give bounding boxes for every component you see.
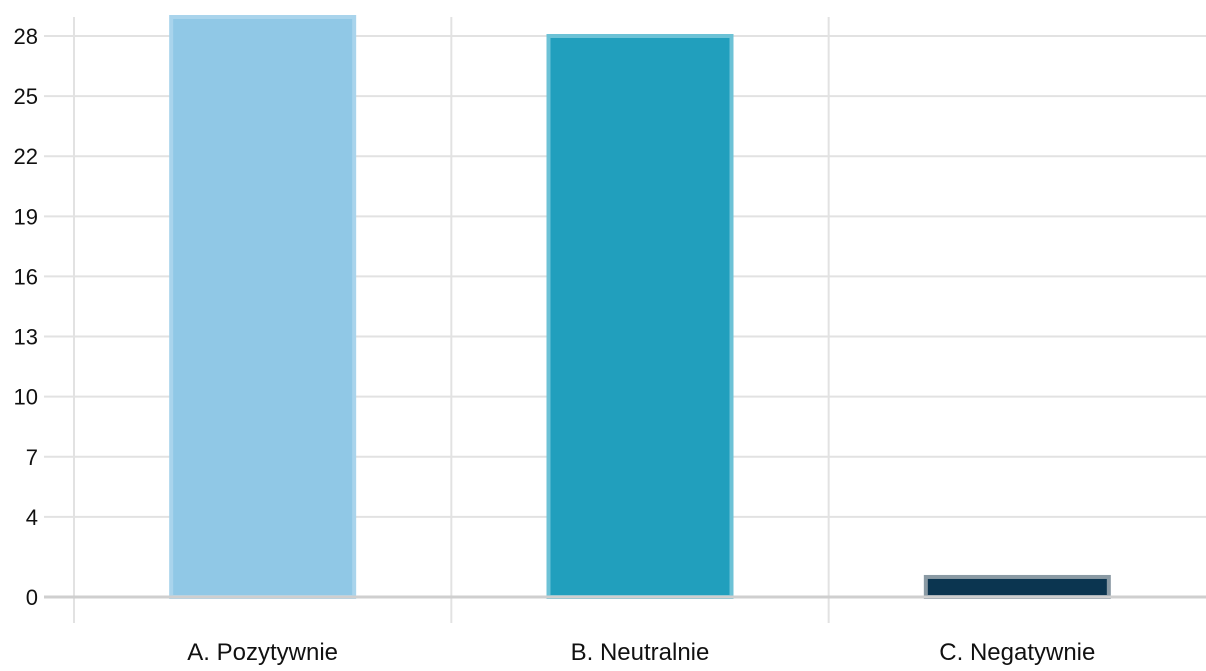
y-tick-label: 28 <box>14 24 38 49</box>
bars <box>169 15 1111 600</box>
y-tick-label: 4 <box>26 505 38 530</box>
y-tick-label: 16 <box>14 264 38 289</box>
x-category-label: B. Neutralnie <box>571 639 710 666</box>
bar[interactable] <box>169 15 357 599</box>
bar[interactable] <box>923 574 1111 600</box>
y-tick-label: 25 <box>14 84 38 109</box>
y-tick-label: 13 <box>14 325 38 350</box>
y-tick-label: 10 <box>14 385 38 410</box>
y-tick-label: 0 <box>26 585 38 610</box>
y-tick-label: 22 <box>14 144 38 169</box>
x-category-label: C. Negatywnie <box>939 639 1095 666</box>
y-tick-label: 19 <box>14 204 38 229</box>
bar[interactable] <box>546 34 734 599</box>
x-category-label: A. Pozytywnie <box>187 639 338 666</box>
y-tick-label: 7 <box>26 445 38 470</box>
labels: 0 4 7 10 13 16 19 22 25 28 A. Pozytywnie B. Neutral… <box>14 24 1096 666</box>
